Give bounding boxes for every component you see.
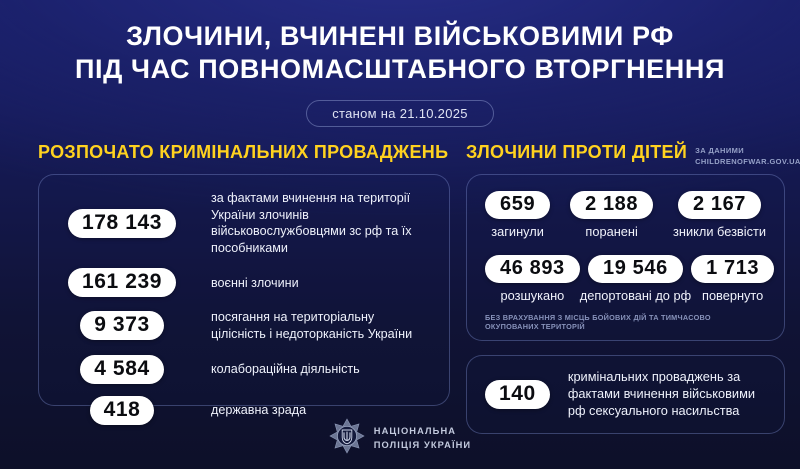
children-stats-row2: 46 893 розшукано 19 546 депортовані до р… <box>485 254 775 303</box>
stat-row: 9 373 посягання на територіальну цілісні… <box>59 309 429 342</box>
stat-column: 1 713 повернуто <box>691 254 775 303</box>
stat-column: 2 167 зникли безвісти <box>673 190 766 239</box>
national-police-badge-icon <box>329 418 365 459</box>
stat-column: 19 546 депортовані до рф <box>579 254 692 303</box>
page-title-line1: ЗЛОЧИНИ, ВЧИНЕНІ ВІЙСЬКОВИМИ РФ <box>126 21 674 51</box>
children-stats-card: 659 загинули 2 188 поранені 2 167 зникли… <box>466 173 785 341</box>
date-badge: станом на 21.10.2025 <box>306 99 494 127</box>
section-criminal-proceedings: РОЗПОЧАТО КРИМІНАЛЬНИХ ПРОВАДЖЕНЬ 178 14… <box>38 142 450 434</box>
stat-row: 178 143 за фактами вчинення на території… <box>59 190 429 256</box>
stat-label: поранені <box>585 223 638 239</box>
stat-value: 2 188 <box>570 190 654 219</box>
stat-row: 161 239 воєнні злочини <box>59 268 429 298</box>
stat-value: 659 <box>485 190 551 219</box>
criminal-proceedings-heading: РОЗПОЧАТО КРИМІНАЛЬНИХ ПРОВАДЖЕНЬ <box>38 141 449 162</box>
stat-label: повернуто <box>702 287 764 303</box>
stat-value: 178 143 <box>67 208 177 238</box>
stat-label: посягання на територіальну цілісність і … <box>211 310 413 341</box>
source-url: CHILDRENOFWAR.GOV.UA <box>695 157 800 167</box>
stat-row: 418 державна зрада <box>59 395 429 425</box>
stat-value: 140 <box>485 379 550 409</box>
stat-value: 9 373 <box>80 311 164 341</box>
stat-row: 4 584 колабораційна діяльність <box>59 354 429 384</box>
sexual-violence-card: 140 кримінальних проваджень за фактами в… <box>466 354 785 434</box>
stat-value: 4 584 <box>80 354 164 384</box>
data-source-note: ЗА ДАНИМИ CHILDRENOFWAR.GOV.UA <box>695 145 800 167</box>
section-crimes-against-children: ЗЛОЧИНИ ПРОТИ ДІТЕЙ ЗА ДАНИМИ CHILDRENOF… <box>466 141 800 434</box>
stat-label: кримінальних проваджень за фактами вчине… <box>567 368 756 418</box>
footer: НАЦІОНАЛЬНА ПОЛІЦІЯ УКРАЇНИ <box>0 418 800 459</box>
stat-value: 1 713 <box>691 254 775 283</box>
stat-column: 659 загинули <box>485 190 551 239</box>
stat-label: розшукано <box>500 287 565 303</box>
stat-label: депортовані до рф <box>579 287 692 303</box>
stat-value: 2 167 <box>677 190 762 219</box>
stat-column: 46 893 розшукано <box>485 254 580 303</box>
content-columns: РОЗПОЧАТО КРИМІНАЛЬНИХ ПРОВАДЖЕНЬ 178 14… <box>0 127 800 434</box>
stat-label: зникли безвісти <box>673 223 766 239</box>
children-stats-row1: 659 загинули 2 188 поранені 2 167 зникли… <box>485 190 766 239</box>
stat-value: 46 893 <box>485 254 580 283</box>
stat-column: 2 188 поранені <box>570 190 654 239</box>
stat-value: 19 546 <box>588 254 683 283</box>
stat-value: 418 <box>89 395 155 425</box>
org-name: НАЦІОНАЛЬНА ПОЛІЦІЯ УКРАЇНИ <box>373 425 472 450</box>
page-title: ЗЛОЧИНИ, ВЧИНЕНІ ВІЙСЬКОВИМИ РФ ПІД ЧАС … <box>0 0 800 87</box>
stat-label: воєнні злочини <box>211 275 299 290</box>
stat-label: за фактами вчинення на території України… <box>211 190 412 255</box>
stat-label: державна зрада <box>211 402 307 417</box>
stat-label: загинули <box>491 223 544 239</box>
children-stats-footnote: БЕЗ ВРАХУВАННЯ З МІСЦЬ БОЙОВИХ ДІЙ ТА ТИ… <box>485 312 711 331</box>
criminal-proceedings-card: 178 143 за фактами вчинення на території… <box>38 173 450 425</box>
page-title-line2: ПІД ЧАС ПОВНОМАСШТАБНОГО ВТОРГНЕННЯ <box>75 54 725 85</box>
stat-value: 161 239 <box>67 268 177 298</box>
stat-label: колабораційна діяльність <box>211 361 360 376</box>
children-heading: ЗЛОЧИНИ ПРОТИ ДІТЕЙ <box>466 141 688 162</box>
